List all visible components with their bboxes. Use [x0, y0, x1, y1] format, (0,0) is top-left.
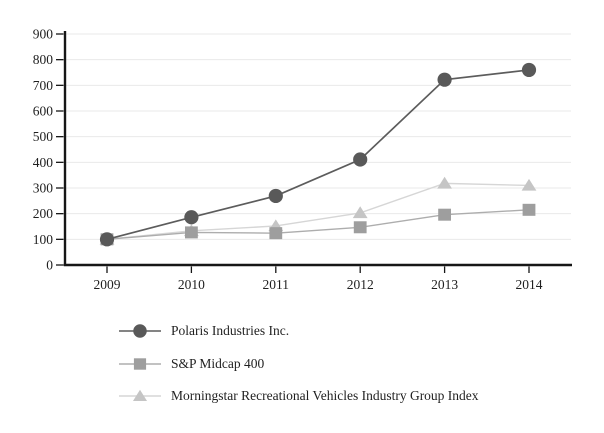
- data-point-marker: [437, 176, 452, 189]
- legend-item-polaris: Polaris Industries Inc.: [119, 315, 479, 348]
- data-point-marker: [438, 208, 451, 221]
- data-point-marker: [521, 62, 537, 78]
- legend-item-morningstar: Morningstar Recreational Vehicles Indust…: [119, 380, 479, 413]
- axes: [63, 31, 572, 267]
- x-tick-label: 2009: [94, 277, 121, 292]
- y-tick-label: 500: [33, 129, 54, 144]
- x-tick-label: 2011: [263, 277, 290, 292]
- legend-item-sp-midcap: S&P Midcap 400: [119, 348, 479, 381]
- legend-label-sp-midcap: S&P Midcap 400: [171, 355, 265, 371]
- data-point-marker: [99, 232, 115, 247]
- legend-label-morningstar: Morningstar Recreational Vehicles Indust…: [171, 388, 479, 404]
- data-point-marker: [352, 206, 368, 219]
- data-point-marker: [269, 227, 283, 240]
- morningstar-triangle-legend-marker: [119, 389, 161, 402]
- data-point-marker: [184, 210, 199, 225]
- data-point-marker: [353, 221, 367, 234]
- data-point-marker: [132, 389, 148, 402]
- y-tick-label: 600: [33, 104, 54, 119]
- data-point-marker: [437, 72, 452, 87]
- legend-label-polaris: Polaris Industries Inc.: [171, 323, 290, 339]
- y-tick-label: 300: [33, 181, 54, 196]
- x-tick-label: 2012: [347, 277, 374, 292]
- y-tick-label: 200: [33, 206, 54, 221]
- y-tick-label: 800: [33, 52, 54, 67]
- series-polaris-industries-inc: [99, 62, 537, 247]
- data-point-marker: [522, 203, 536, 216]
- y-tick-label: 400: [33, 155, 54, 170]
- y-tick-label: 100: [33, 232, 54, 247]
- data-point-marker: [268, 188, 283, 204]
- x-tick-label: 2013: [431, 277, 458, 292]
- data-point-marker: [133, 324, 147, 338]
- data-point-marker: [521, 178, 537, 191]
- y-tick-label: 0: [46, 258, 53, 273]
- x-tick-label: 2010: [178, 277, 205, 292]
- data-point-marker: [133, 358, 147, 370]
- chart-legend: Polaris Industries Inc. S&P Midcap 400 M…: [119, 315, 479, 413]
- y-tick-label: 700: [33, 78, 54, 93]
- polaris-circle-legend-marker: [119, 324, 161, 338]
- y-axis-ticks: 0 100 200 300 400 500 600 700 800 900: [33, 27, 64, 273]
- performance-chart: 0 100 200 300 400 500 600 700 800 900 2009 2010 2011…: [33, 27, 572, 292]
- data-point-marker: [185, 226, 198, 239]
- x-tick-label: 2014: [516, 277, 543, 292]
- y-tick-label: 900: [33, 27, 54, 42]
- data-point-marker: [353, 152, 368, 167]
- sp-midcap-square-legend-marker: [119, 358, 161, 370]
- x-axis-ticks: 2009 2010 2011 2012 2013 2014: [94, 266, 543, 292]
- gridlines: [66, 33, 571, 240]
